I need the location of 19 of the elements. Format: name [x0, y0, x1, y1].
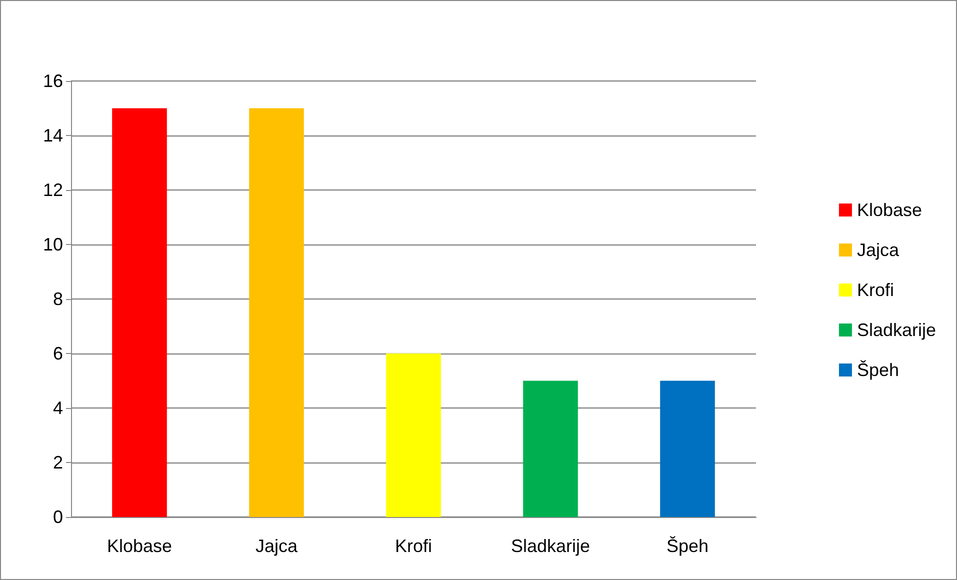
- x-tick-label: Klobase: [106, 536, 172, 556]
- legend-label: Klobase: [856, 200, 922, 220]
- y-tick-label: 10: [42, 234, 63, 254]
- y-tick-label: 14: [42, 126, 63, 146]
- y-tick-label: 2: [52, 452, 63, 472]
- y-tick-label: 6: [52, 344, 63, 364]
- legend-label: Jajca: [856, 240, 900, 260]
- legend-label: Sladkarije: [856, 320, 936, 340]
- legend-label: Krofi: [856, 280, 894, 300]
- y-tick-label: 0: [52, 507, 63, 527]
- x-tick-label: Jajca: [255, 536, 298, 556]
- y-tick-label: 16: [42, 71, 63, 91]
- y-tick-label: 4: [52, 398, 63, 418]
- legend-label: Špeh: [856, 360, 900, 380]
- y-tick-label: 8: [52, 289, 63, 309]
- x-tick-label: Krofi: [394, 536, 432, 556]
- x-tick-label: Špeh: [666, 536, 709, 556]
- y-tick-label: 12: [42, 180, 63, 200]
- x-tick-label: Sladkarije: [510, 536, 590, 556]
